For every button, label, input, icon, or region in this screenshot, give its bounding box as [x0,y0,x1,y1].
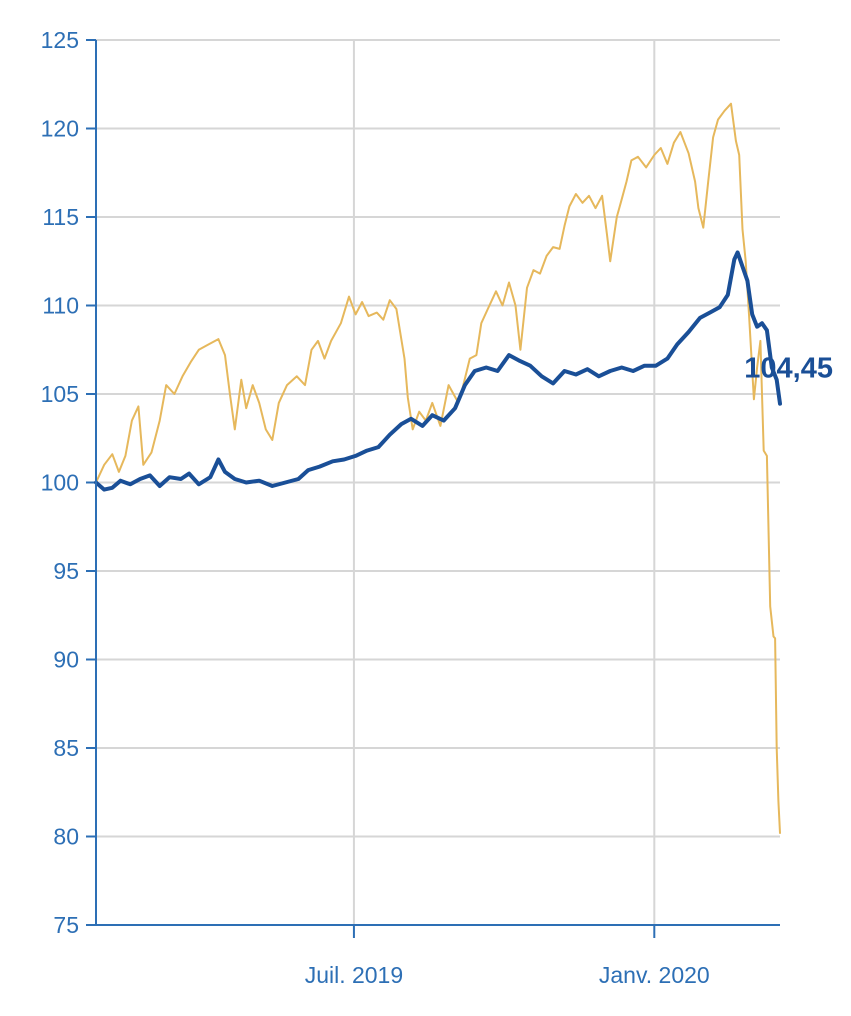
y-tick-label: 100 [41,470,79,496]
y-tick-label: 75 [53,912,79,938]
series-line-gold [95,102,781,834]
series-line-blue [94,250,782,492]
horizontal-gridlines [96,39,780,838]
y-tick-label: 80 [53,824,79,850]
y-tick-label: 85 [53,735,79,761]
series-layer [94,102,782,834]
x-tick-label: Juil. 2019 [305,962,403,988]
y-tick-label: 110 [42,293,79,319]
x-axis-ticks: Juil. 2019 Janv. 2020 [305,925,710,988]
end-value-label: 104,45 [744,353,833,385]
vertical-gridlines [352,40,656,925]
y-tick-label: 125 [41,27,79,53]
y-tick-label: 105 [41,381,79,407]
y-tick-label: 120 [41,116,79,142]
y-tick-label: 115 [42,204,79,230]
y-axis-ticks: 75 80 85 90 95 100 105 110 115 120 125 [41,27,96,938]
y-tick-label: 90 [53,647,79,673]
y-tick-label: 95 [53,558,79,584]
x-tick-label: Janv. 2020 [599,962,710,988]
